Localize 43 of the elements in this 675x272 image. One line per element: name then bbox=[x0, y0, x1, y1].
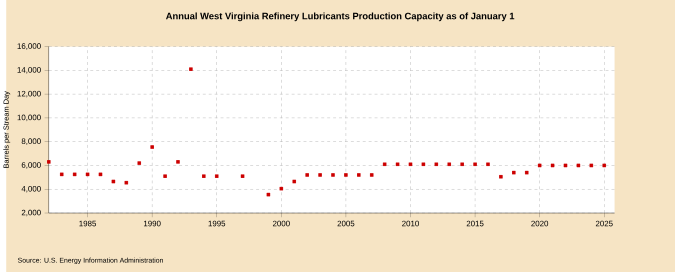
point bbox=[602, 163, 606, 168]
point bbox=[189, 67, 193, 71]
point bbox=[202, 174, 206, 178]
point bbox=[124, 180, 128, 184]
point bbox=[344, 172, 348, 177]
point bbox=[86, 172, 90, 176]
point bbox=[538, 163, 542, 168]
point bbox=[47, 160, 51, 164]
point bbox=[447, 162, 452, 166]
point bbox=[460, 162, 464, 166]
point bbox=[331, 172, 335, 177]
point bbox=[176, 160, 180, 164]
point bbox=[72, 172, 76, 176]
point bbox=[408, 162, 412, 166]
point bbox=[292, 180, 296, 184]
point bbox=[98, 172, 102, 176]
point bbox=[473, 162, 477, 166]
point bbox=[266, 192, 270, 196]
point bbox=[550, 163, 554, 168]
point bbox=[305, 172, 309, 177]
point bbox=[137, 161, 142, 165]
point bbox=[524, 170, 529, 174]
point bbox=[370, 172, 374, 177]
point bbox=[499, 174, 503, 178]
point bbox=[60, 172, 64, 176]
chart-title: Annual West Virginia Refinery Lubricants Production Capacity as of January 1 bbox=[166, 12, 514, 21]
point bbox=[214, 174, 219, 178]
point bbox=[396, 162, 400, 166]
point bbox=[590, 163, 594, 168]
point bbox=[163, 174, 167, 178]
point bbox=[486, 162, 490, 166]
point bbox=[112, 180, 116, 184]
point bbox=[357, 172, 361, 177]
point bbox=[576, 163, 580, 168]
point bbox=[240, 174, 244, 178]
point bbox=[280, 186, 284, 190]
point bbox=[434, 162, 438, 166]
point bbox=[318, 172, 322, 177]
point bbox=[150, 145, 154, 149]
point bbox=[564, 163, 568, 168]
point bbox=[512, 170, 516, 174]
point bbox=[422, 162, 426, 166]
point bbox=[382, 162, 386, 166]
